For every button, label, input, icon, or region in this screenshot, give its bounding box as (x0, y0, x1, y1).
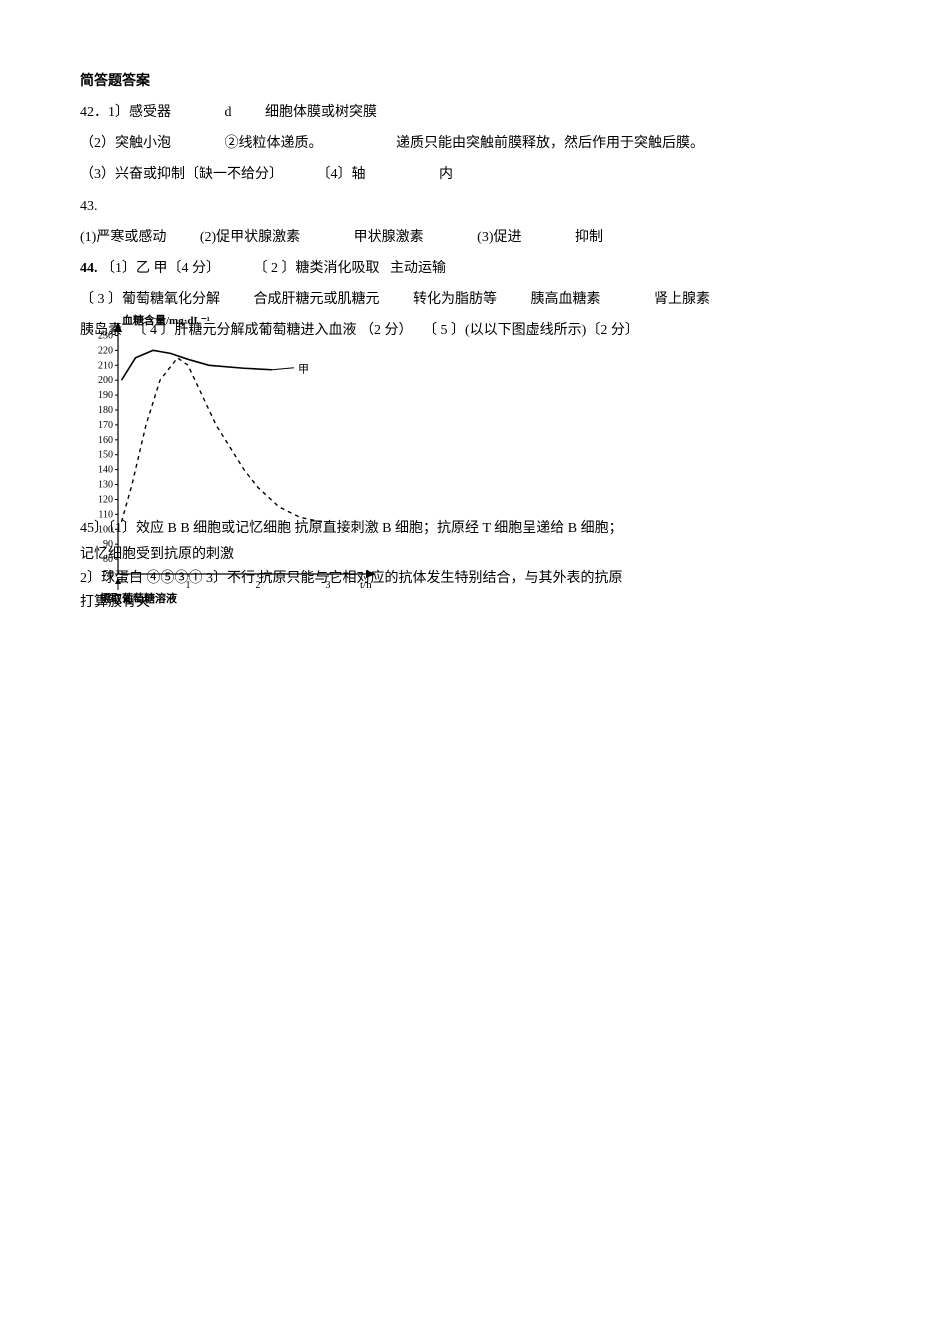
svg-text:甲: 甲 (298, 364, 309, 376)
q42-l2a: （2）突触小泡 (80, 136, 171, 151)
q44-l1c: 〔 2 〕糖类消化吸取 (254, 261, 380, 276)
q43-l2c: 甲状腺激素 (354, 230, 424, 245)
q42-l3c: 内 (439, 167, 453, 182)
svg-text:170: 170 (98, 420, 113, 431)
q42-l3a: （3）兴奋或抑制〔缺一不给分〕 (80, 167, 283, 182)
q44-l1d: 主动运输 (390, 261, 446, 276)
q42-l3b: 〔4〕轴 (317, 167, 366, 182)
svg-text:190: 190 (98, 390, 113, 401)
q42-line3: （3）兴奋或抑制〔缺一不给分〕 〔4〕轴 内 (80, 162, 870, 187)
svg-text:120: 120 (98, 494, 113, 505)
q44-l2c: 转化为脂肪等 (413, 292, 497, 307)
q42-l2c: 递质只能由突触前膜释放，然后作用于突触后膜。 (396, 136, 704, 151)
svg-text:血糖含量/mg·dL⁻¹: 血糖含量/mg·dL⁻¹ (122, 313, 210, 327)
q43-l2d: (3)促进 (477, 230, 521, 245)
svg-text:180: 180 (98, 405, 113, 416)
q44-l1b: 〔1〕乙 甲〔4 分〕 (101, 261, 220, 276)
q45-line3: 2〕球蛋白 ④⑤③① 3〕不行 抗原只能与它相对应的抗体发生特别结合，与其外表的… (80, 566, 880, 593)
q44-line2: 〔 3 〕葡萄糖氧化分解 合成肝糖元或肌糖元 转化为脂肪等 胰高血糖素 肾上腺素 (80, 287, 870, 312)
q44-l2e: 肾上腺素 (654, 292, 710, 307)
svg-text:160: 160 (98, 435, 113, 446)
answers-heading: 简答题答案 (80, 70, 870, 90)
svg-text:130: 130 (98, 480, 113, 491)
q44-l2b: 合成肝糖元或肌糖元 (254, 292, 380, 307)
q42-line1: 42．1〕感受器 d 细胞体膜或树突膜 (80, 100, 870, 125)
q44-l2d: 胰高血糖素 (531, 292, 601, 307)
q43-line1: 43. (80, 194, 870, 219)
svg-text:200: 200 (98, 375, 113, 386)
q44-l3c: 〔 5 〕(以以下图虚线所示)〔2 分〕 (423, 323, 639, 338)
q45-line1: 45〕〔1〕效应 B B 细胞或记忆细胞 抗原直接刺激 B 细胞；抗原经 T 细… (80, 516, 880, 543)
q44-l2a: 〔 3 〕葡萄糖氧化分解 (80, 292, 220, 307)
q42-l2b: ②线粒体递质。 (225, 136, 323, 151)
q42-line2: （2）突触小泡 ②线粒体递质。 递质只能由突触前膜释放，然后作用于突触后膜。 (80, 131, 870, 156)
q44-line1: 44. 〔1〕乙 甲〔4 分〕 〔 2 〕糖类消化吸取 主动运输 (80, 256, 870, 281)
q43-line2: (1)严寒或感动 (2)促甲状腺激素 甲状腺激素 (3)促进 抑制 (80, 225, 870, 250)
q43-l2a: (1)严寒或感动 (80, 230, 166, 245)
svg-text:210: 210 (98, 360, 113, 371)
q43-l2e: 抑制 (575, 230, 603, 245)
q45-line4: 打算簇有关 (80, 590, 150, 617)
svg-text:230: 230 (98, 330, 113, 341)
svg-text:150: 150 (98, 450, 113, 461)
q45-line2: 记忆细胞受到抗原的刺激 (80, 542, 234, 569)
q42-l1b: d (225, 105, 232, 120)
q43-l2b: (2)促甲状腺激素 (200, 230, 300, 245)
svg-text:140: 140 (98, 465, 113, 476)
q42-l1c: 细胞体膜或树突膜 (265, 105, 377, 120)
svg-text:220: 220 (98, 345, 113, 356)
q42-l1a: 42．1〕感受器 (80, 105, 171, 120)
q44-l1a: 44. (80, 261, 98, 276)
